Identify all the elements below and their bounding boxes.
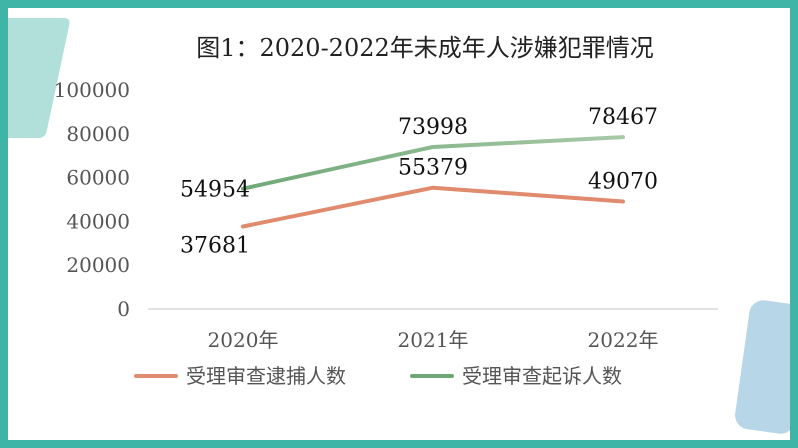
series-line-2 [241,135,625,191]
data-label: 55379 [398,156,468,181]
data-label: 73998 [398,115,468,140]
data-label: 54954 [180,178,250,203]
y-tick-label: 20000 [66,253,130,277]
y-tick-label: 0 [117,297,130,321]
data-label: 37681 [180,233,250,258]
legend: 受理审查逮捕人数 受理审查起诉人数 [134,364,622,388]
legend-label: 受理审查起诉人数 [462,364,622,388]
x-axis-ticks: 2020年 2021年 2022年 [208,328,659,352]
y-tick-label: 60000 [66,166,130,190]
data-label: 49070 [588,170,658,195]
y-tick-label: 100000 [54,78,130,102]
series-line-1 [241,185,625,229]
y-tick-label: 40000 [66,209,130,233]
legend-label: 受理审查逮捕人数 [186,364,346,388]
data-label: 78467 [588,105,658,130]
x-tick-label: 2020年 [208,328,279,352]
y-axis-ticks: 0 20000 40000 60000 80000 100000 [54,78,130,321]
data-labels: 37681 55379 49070 54954 73998 78467 [180,105,658,258]
x-tick-label: 2021年 [398,328,469,352]
y-tick-label: 80000 [66,122,130,146]
series-lines [241,135,625,229]
chart-title: 图1：2020-2022年未成年人涉嫌犯罪情况 [196,34,654,62]
x-tick-label: 2022年 [588,328,659,352]
